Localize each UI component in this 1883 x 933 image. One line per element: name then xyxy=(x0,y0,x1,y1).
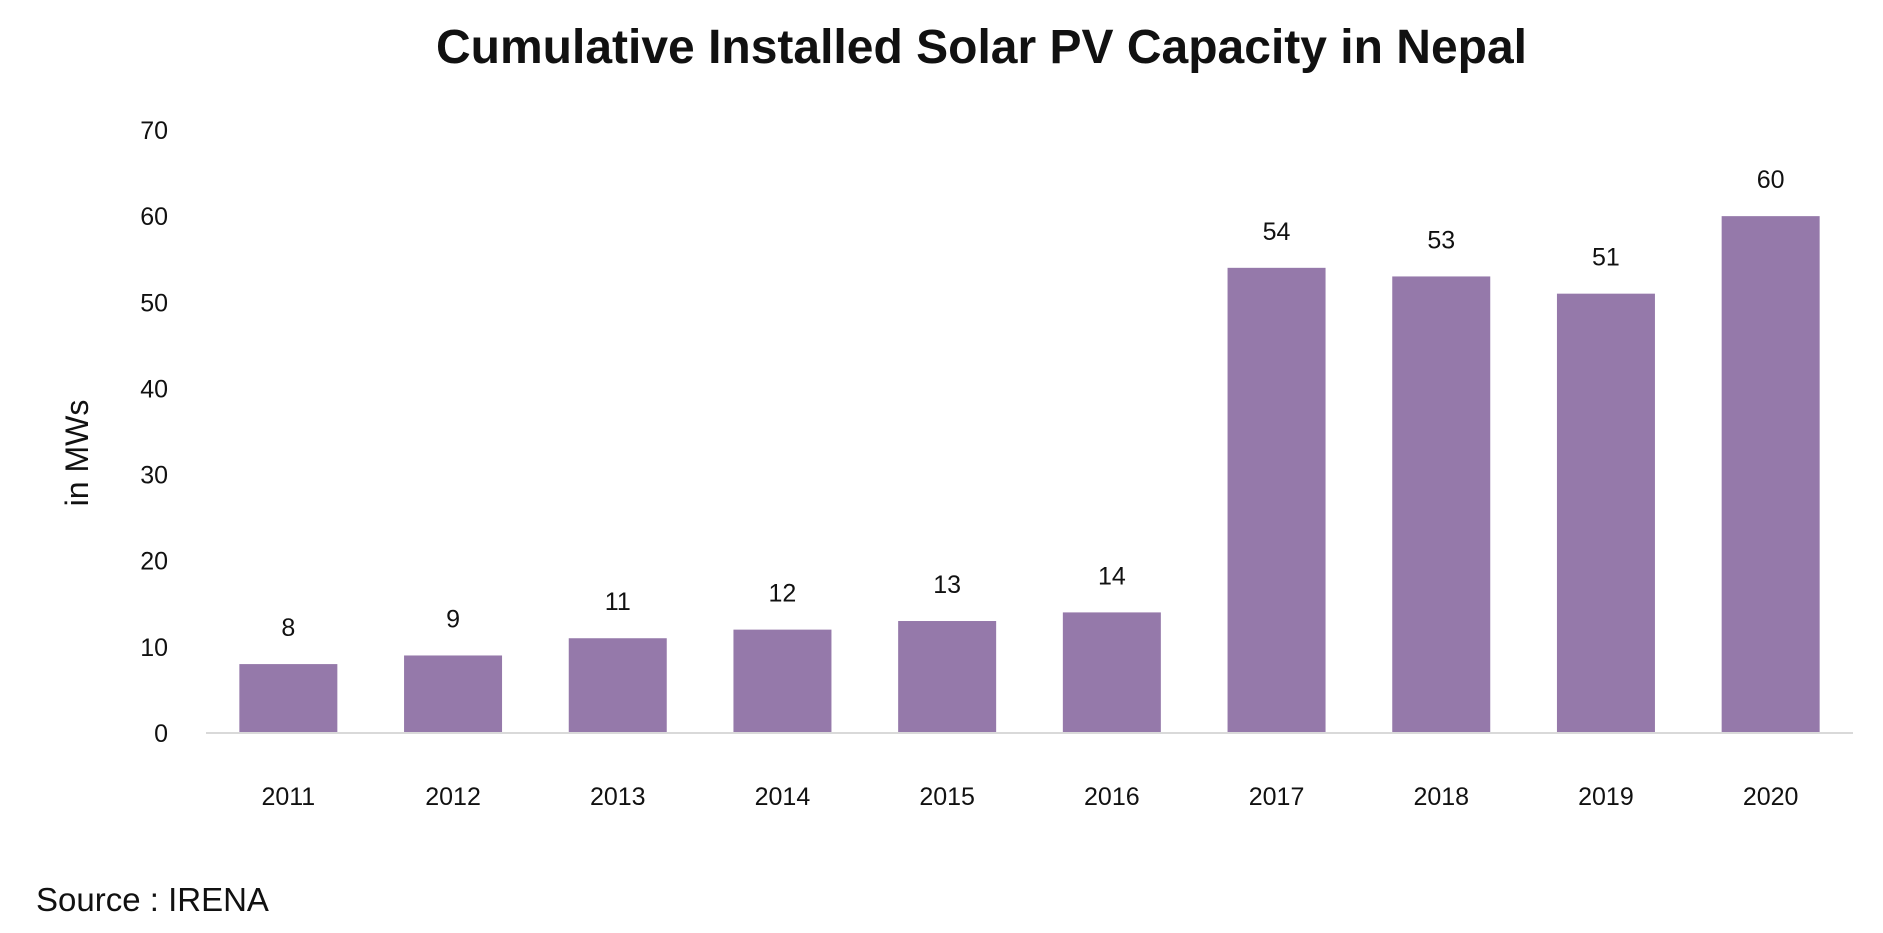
data-label: 51 xyxy=(1592,244,1620,272)
x-tick-label: 2011 xyxy=(261,783,315,811)
y-tick-label: 60 xyxy=(140,203,168,231)
data-label: 14 xyxy=(1098,562,1126,590)
bar xyxy=(1062,612,1161,733)
x-tick-label: 2017 xyxy=(1249,783,1305,811)
bar xyxy=(239,664,338,733)
data-label: 8 xyxy=(281,614,295,642)
x-tick-label: 2014 xyxy=(755,783,811,811)
y-tick-label: 10 xyxy=(140,634,168,662)
x-tick-label: 2016 xyxy=(1084,783,1140,811)
data-labels: 8 9 11 12 13 14 54 53 51 60 xyxy=(281,166,1784,642)
data-label: 13 xyxy=(933,571,961,599)
x-tick-label: 2013 xyxy=(590,783,646,811)
x-axis-ticks: 2011 2012 2013 2014 2015 2016 2017 2018 2019 2020 xyxy=(261,783,1798,811)
x-tick-label: 2019 xyxy=(1578,783,1634,811)
bar xyxy=(568,638,667,733)
bar xyxy=(404,655,503,733)
y-tick-label: 70 xyxy=(140,117,168,145)
y-axis-ticks: 0 10 20 30 40 50 60 70 xyxy=(140,117,168,748)
x-tick-label: 2018 xyxy=(1413,783,1469,811)
bar xyxy=(1556,293,1655,733)
data-label: 11 xyxy=(605,588,631,616)
x-tick-label: 2015 xyxy=(919,783,975,811)
y-tick-label: 0 xyxy=(154,720,168,748)
data-label: 12 xyxy=(769,580,797,608)
y-tick-label: 50 xyxy=(140,289,168,317)
data-label: 53 xyxy=(1427,226,1455,254)
y-tick-label: 30 xyxy=(140,462,168,490)
x-tick-label: 2012 xyxy=(425,783,481,811)
bar xyxy=(1227,267,1326,733)
chart-title: Cumulative Installed Solar PV Capacity i… xyxy=(436,21,1527,74)
bar xyxy=(898,621,997,733)
bar xyxy=(1721,216,1820,734)
data-label: 60 xyxy=(1757,166,1785,194)
bar-series xyxy=(239,216,1820,734)
bar xyxy=(1392,276,1491,733)
data-label: 54 xyxy=(1263,218,1291,246)
source-note: Source : IRENA xyxy=(36,881,269,918)
y-tick-label: 40 xyxy=(140,375,168,403)
bar xyxy=(733,629,832,733)
y-axis-title: in MWs xyxy=(59,400,95,507)
y-tick-label: 20 xyxy=(140,548,168,576)
x-tick-label: 2020 xyxy=(1743,783,1799,811)
data-label: 9 xyxy=(446,605,460,633)
